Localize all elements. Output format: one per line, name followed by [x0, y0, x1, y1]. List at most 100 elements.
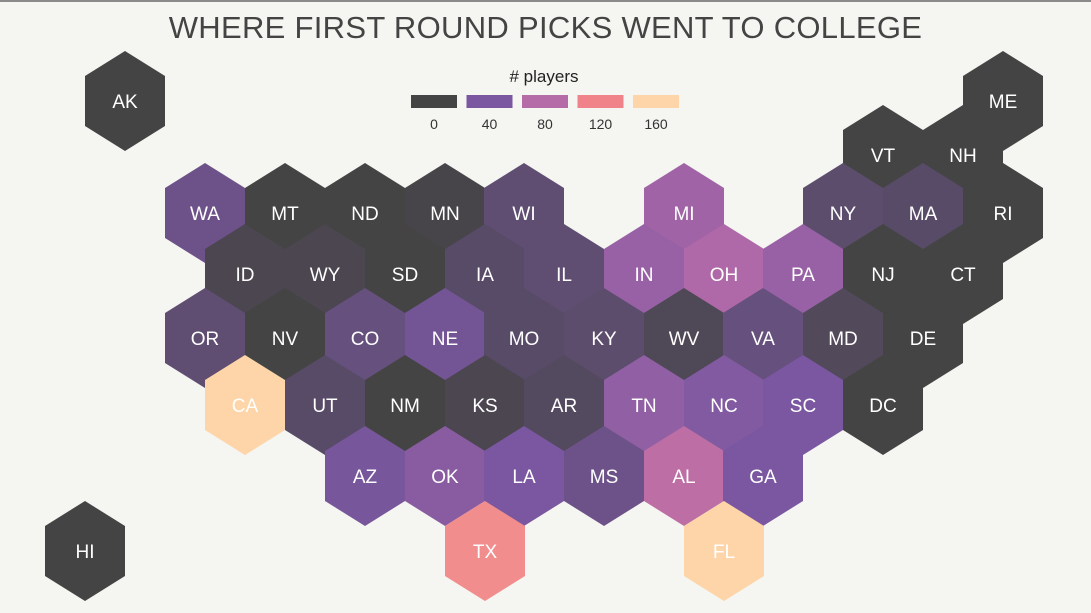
- state-label-ny: NY: [830, 204, 857, 225]
- state-hex-al[interactable]: AL: [644, 426, 724, 526]
- state-hex-ia[interactable]: IA: [445, 224, 525, 324]
- state-label-ri: RI: [994, 204, 1013, 225]
- state-hex-ak[interactable]: AK: [85, 51, 165, 151]
- state-hex-shape: [285, 355, 365, 455]
- state-label-nv: NV: [272, 329, 299, 350]
- state-hex-ca[interactable]: CA: [205, 355, 285, 455]
- state-hex-id[interactable]: ID: [205, 224, 285, 324]
- state-hex-shape: [604, 355, 684, 455]
- state-hex-ar[interactable]: AR: [524, 355, 604, 455]
- legend-tick-label: 80: [537, 116, 553, 132]
- state-hex-tx[interactable]: TX: [445, 501, 525, 601]
- state-hex-shape: [325, 288, 405, 388]
- legend: # players 0 40 80 120 160: [411, 67, 679, 132]
- state-hex-ga[interactable]: GA: [723, 426, 803, 526]
- state-hex-nj[interactable]: NJ: [843, 224, 923, 324]
- state-label-co: CO: [351, 329, 380, 350]
- state-hex-shape: [684, 224, 764, 324]
- state-hex-ut[interactable]: UT: [285, 355, 365, 455]
- state-hex-shape: [763, 355, 843, 455]
- state-hex-sd[interactable]: SD: [365, 224, 445, 324]
- state-hex-dc[interactable]: DC: [843, 355, 923, 455]
- state-hex-la[interactable]: LA: [484, 426, 564, 526]
- state-label-wy: WY: [310, 265, 341, 286]
- state-label-nd: ND: [351, 204, 378, 225]
- state-hex-shape: [205, 355, 285, 455]
- state-hex-ne[interactable]: NE: [405, 288, 485, 388]
- legend-swatch-160: [633, 95, 679, 108]
- state-label-nc: NC: [710, 396, 737, 417]
- state-hex-ct[interactable]: CT: [923, 224, 1003, 324]
- state-hex-shape: [723, 426, 803, 526]
- state-hex-shape: [365, 355, 445, 455]
- state-hex-fl[interactable]: FL: [684, 501, 764, 601]
- state-hex-shape: [803, 288, 883, 388]
- state-label-az: AZ: [353, 467, 378, 488]
- state-hex-shape: [445, 224, 525, 324]
- state-label-ok: OK: [431, 467, 459, 488]
- legend-tick-label: 40: [482, 116, 498, 132]
- state-hex-sc[interactable]: SC: [763, 355, 843, 455]
- state-label-nh: NH: [949, 146, 976, 167]
- state-label-ks: KS: [472, 396, 497, 417]
- state-hex-wv[interactable]: WV: [644, 288, 724, 388]
- state-hex-oh[interactable]: OH: [684, 224, 764, 324]
- state-hex-il[interactable]: IL: [524, 224, 604, 324]
- state-label-va: VA: [751, 329, 775, 350]
- state-label-ak: AK: [112, 92, 138, 113]
- state-hex-shape: [564, 426, 644, 526]
- state-hex-nc[interactable]: NC: [684, 355, 764, 455]
- state-hex-shape: [165, 288, 245, 388]
- state-hex-mo[interactable]: MO: [484, 288, 564, 388]
- legend-swatch-0: [411, 95, 457, 108]
- state-hex-co[interactable]: CO: [325, 288, 405, 388]
- state-label-mo: MO: [509, 329, 540, 350]
- legend-swatch-120: [577, 95, 624, 108]
- state-hex-de[interactable]: DE: [883, 288, 963, 388]
- state-hex-tn[interactable]: TN: [604, 355, 684, 455]
- state-hex-nm[interactable]: NM: [365, 355, 445, 455]
- state-label-tn: TN: [631, 396, 656, 417]
- state-hex-shape: [285, 224, 365, 324]
- state-hex-shape: [365, 224, 445, 324]
- state-hex-va[interactable]: VA: [723, 288, 803, 388]
- state-hex-ky[interactable]: KY: [564, 288, 644, 388]
- state-hex-shape: [604, 224, 684, 324]
- state-label-ma: MA: [909, 204, 938, 225]
- legend-swatch-40: [466, 95, 513, 108]
- state-label-ky: KY: [591, 329, 617, 350]
- state-hex-shape: [763, 224, 843, 324]
- state-hex-in[interactable]: IN: [604, 224, 684, 324]
- state-hex-pa[interactable]: PA: [763, 224, 843, 324]
- state-label-mi: MI: [673, 204, 694, 225]
- state-label-mt: MT: [271, 204, 299, 225]
- state-hex-shape: [405, 426, 485, 526]
- state-label-in: IN: [635, 265, 654, 286]
- state-label-mn: MN: [430, 204, 460, 225]
- state-hex-or[interactable]: OR: [165, 288, 245, 388]
- state-label-wa: WA: [190, 204, 220, 225]
- state-label-de: DE: [910, 329, 936, 350]
- state-label-hi: HI: [76, 542, 95, 563]
- state-hex-shape: [883, 288, 963, 388]
- state-hex-ok[interactable]: OK: [405, 426, 485, 526]
- state-hex-shape: [205, 224, 285, 324]
- state-hex-ks[interactable]: KS: [445, 355, 525, 455]
- state-hex-md[interactable]: MD: [803, 288, 883, 388]
- state-label-tx: TX: [473, 542, 498, 563]
- state-hex-hi[interactable]: HI: [45, 501, 125, 601]
- state-label-nj: NJ: [871, 265, 894, 286]
- state-hex-nv[interactable]: NV: [245, 288, 325, 388]
- state-label-ne: NE: [432, 329, 458, 350]
- legend-tick-label: 120: [589, 116, 613, 132]
- state-label-fl: FL: [713, 542, 735, 563]
- legend-tick-label: 160: [644, 116, 668, 132]
- state-hex-az[interactable]: AZ: [325, 426, 405, 526]
- state-label-or: OR: [191, 329, 220, 350]
- state-hex-wy[interactable]: WY: [285, 224, 365, 324]
- state-hex-shape: [445, 355, 525, 455]
- state-hex-ms[interactable]: MS: [564, 426, 644, 526]
- state-hex-shape: [723, 288, 803, 388]
- state-hex-shape: [644, 426, 724, 526]
